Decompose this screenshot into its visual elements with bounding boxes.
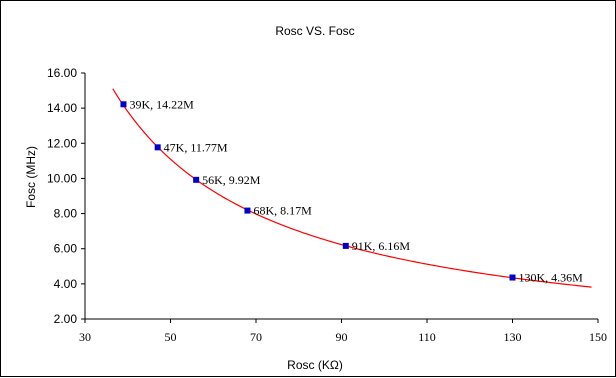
data-labels: 39K, 14.22M 47K, 11.77M 56K, 9.92M 68K, 8.1… bbox=[129, 97, 583, 284]
data-point-marker bbox=[244, 207, 251, 214]
trendline bbox=[112, 88, 592, 288]
data-point-label: 56K, 9.92M bbox=[202, 173, 261, 187]
x-tick-label: 90 bbox=[336, 330, 348, 344]
data-point-marker bbox=[154, 144, 161, 151]
data-point-label: 47K, 11.77M bbox=[164, 140, 228, 154]
y-tick-label: 16.00 bbox=[47, 66, 77, 80]
data-point-label: 130K, 4.36M bbox=[519, 271, 584, 285]
y-axis-label: Fosc (MHz) bbox=[24, 146, 38, 208]
y-tick-label: 14.00 bbox=[47, 101, 77, 115]
data-point-label: 91K, 6.16M bbox=[352, 239, 411, 253]
chart-title: Rosc VS. Fosc bbox=[275, 24, 354, 38]
data-point-marker bbox=[120, 101, 127, 108]
x-tick-label: 30 bbox=[79, 330, 91, 344]
data-point-marker bbox=[509, 274, 516, 281]
data-points bbox=[120, 101, 516, 281]
y-tick-label: 8.00 bbox=[54, 207, 78, 221]
y-tick-label: 6.00 bbox=[54, 242, 78, 256]
x-axis-label: Rosc (KΩ) bbox=[287, 358, 343, 372]
data-point-label: 68K, 8.17M bbox=[253, 204, 312, 218]
data-point-marker bbox=[193, 176, 200, 183]
x-tick-label: 110 bbox=[418, 330, 436, 344]
x-axis-ticks: 30 50 70 90 110 130 150 bbox=[79, 319, 607, 344]
x-tick-label: 130 bbox=[504, 330, 522, 344]
x-tick-label: 150 bbox=[589, 330, 607, 344]
data-point-label: 39K, 14.22M bbox=[129, 97, 194, 111]
y-axis-ticks: 2.00 4.00 6.00 8.00 10.00 12.00 14.00 16.00 bbox=[47, 66, 85, 326]
y-tick-label: 2.00 bbox=[54, 312, 78, 326]
x-tick-label: 70 bbox=[250, 330, 262, 344]
y-tick-label: 12.00 bbox=[47, 136, 77, 150]
data-point-marker bbox=[342, 242, 349, 249]
y-tick-label: 10.00 bbox=[47, 171, 77, 185]
y-tick-label: 4.00 bbox=[54, 277, 78, 291]
x-tick-label: 50 bbox=[165, 330, 177, 344]
